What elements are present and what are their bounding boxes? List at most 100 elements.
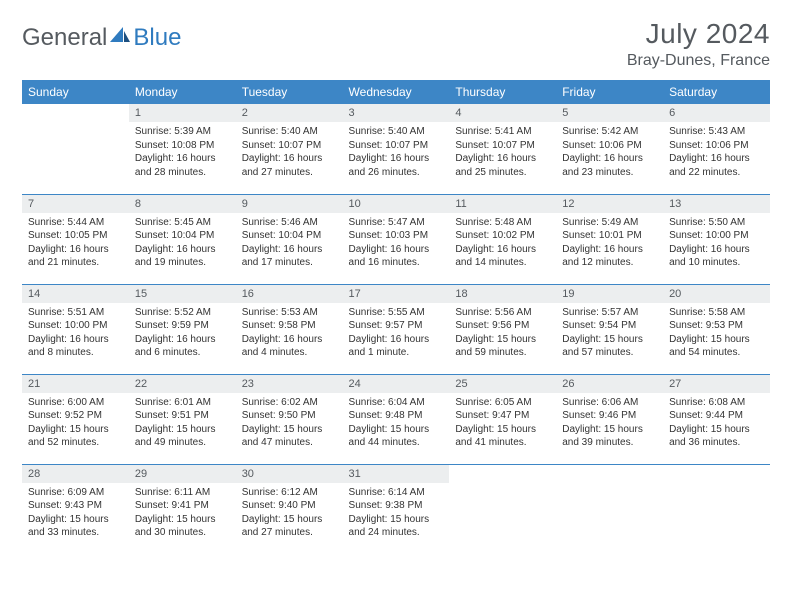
day-cell: 6Sunrise: 5:43 AMSunset: 10:06 PMDayligh… (663, 104, 770, 194)
sunrise-line: Sunrise: 5:55 AM (349, 306, 444, 320)
day-number: 29 (129, 465, 236, 483)
sunrise-line: Sunrise: 5:45 AM (135, 216, 230, 230)
day-cell (22, 104, 129, 194)
sunrise-line: Sunrise: 6:01 AM (135, 396, 230, 410)
week-row: 1Sunrise: 5:39 AMSunset: 10:08 PMDayligh… (22, 104, 770, 194)
day-number: 4 (449, 104, 556, 122)
day-body: Sunrise: 6:11 AMSunset: 9:41 PMDaylight:… (129, 483, 236, 546)
sunset-line: Sunset: 10:03 PM (349, 229, 444, 243)
day-cell: 31Sunrise: 6:14 AMSunset: 9:38 PMDayligh… (343, 464, 450, 554)
sunset-line: Sunset: 9:43 PM (28, 499, 123, 513)
sunrise-line: Sunrise: 5:40 AM (349, 125, 444, 139)
daylight-line: Daylight: 16 hours and 26 minutes. (349, 152, 444, 179)
day-cell: 10Sunrise: 5:47 AMSunset: 10:03 PMDaylig… (343, 194, 450, 284)
sunset-line: Sunset: 9:51 PM (135, 409, 230, 423)
day-cell: 26Sunrise: 6:06 AMSunset: 9:46 PMDayligh… (556, 374, 663, 464)
daylight-line: Daylight: 16 hours and 17 minutes. (242, 243, 337, 270)
day-body: Sunrise: 5:55 AMSunset: 9:57 PMDaylight:… (343, 303, 450, 366)
sunset-line: Sunset: 10:04 PM (135, 229, 230, 243)
daylight-line: Daylight: 15 hours and 59 minutes. (455, 333, 550, 360)
sunrise-line: Sunrise: 5:41 AM (455, 125, 550, 139)
sunrise-line: Sunrise: 6:09 AM (28, 486, 123, 500)
day-cell: 12Sunrise: 5:49 AMSunset: 10:01 PMDaylig… (556, 194, 663, 284)
day-cell: 19Sunrise: 5:57 AMSunset: 9:54 PMDayligh… (556, 284, 663, 374)
day-number: 31 (343, 465, 450, 483)
sunset-line: Sunset: 9:47 PM (455, 409, 550, 423)
calendar-table: Sunday Monday Tuesday Wednesday Thursday… (22, 80, 770, 554)
day-body: Sunrise: 6:04 AMSunset: 9:48 PMDaylight:… (343, 393, 450, 456)
sunset-line: Sunset: 9:38 PM (349, 499, 444, 513)
day-number: 27 (663, 375, 770, 393)
sunset-line: Sunset: 10:04 PM (242, 229, 337, 243)
logo-word2: Blue (133, 24, 181, 52)
day-number: 21 (22, 375, 129, 393)
sunset-line: Sunset: 10:06 PM (562, 139, 657, 153)
daylight-line: Daylight: 15 hours and 44 minutes. (349, 423, 444, 450)
day-body: Sunrise: 5:45 AMSunset: 10:04 PMDaylight… (129, 213, 236, 276)
sunset-line: Sunset: 10:07 PM (349, 139, 444, 153)
sunrise-line: Sunrise: 6:05 AM (455, 396, 550, 410)
daylight-line: Daylight: 16 hours and 21 minutes. (28, 243, 123, 270)
daylight-line: Daylight: 15 hours and 33 minutes. (28, 513, 123, 540)
col-thu: Thursday (449, 80, 556, 104)
day-body: Sunrise: 5:56 AMSunset: 9:56 PMDaylight:… (449, 303, 556, 366)
logo-word1: General (22, 24, 107, 52)
day-cell: 18Sunrise: 5:56 AMSunset: 9:56 PMDayligh… (449, 284, 556, 374)
daylight-line: Daylight: 16 hours and 10 minutes. (669, 243, 764, 270)
sunset-line: Sunset: 9:46 PM (562, 409, 657, 423)
day-body: Sunrise: 5:53 AMSunset: 9:58 PMDaylight:… (236, 303, 343, 366)
col-mon: Monday (129, 80, 236, 104)
day-body: Sunrise: 5:41 AMSunset: 10:07 PMDaylight… (449, 122, 556, 185)
sunset-line: Sunset: 9:53 PM (669, 319, 764, 333)
day-number: 19 (556, 285, 663, 303)
day-body: Sunrise: 5:42 AMSunset: 10:06 PMDaylight… (556, 122, 663, 185)
sunset-line: Sunset: 9:41 PM (135, 499, 230, 513)
day-body: Sunrise: 6:01 AMSunset: 9:51 PMDaylight:… (129, 393, 236, 456)
sunset-line: Sunset: 9:48 PM (349, 409, 444, 423)
daylight-line: Daylight: 16 hours and 4 minutes. (242, 333, 337, 360)
sunset-line: Sunset: 9:50 PM (242, 409, 337, 423)
sunrise-line: Sunrise: 5:52 AM (135, 306, 230, 320)
day-number: 7 (22, 195, 129, 213)
day-number: 5 (556, 104, 663, 122)
day-number: 30 (236, 465, 343, 483)
sunrise-line: Sunrise: 5:57 AM (562, 306, 657, 320)
day-number: 13 (663, 195, 770, 213)
daylight-line: Daylight: 16 hours and 25 minutes. (455, 152, 550, 179)
daylight-line: Daylight: 15 hours and 57 minutes. (562, 333, 657, 360)
day-number: 28 (22, 465, 129, 483)
sunset-line: Sunset: 9:56 PM (455, 319, 550, 333)
day-body: Sunrise: 5:47 AMSunset: 10:03 PMDaylight… (343, 213, 450, 276)
day-cell: 8Sunrise: 5:45 AMSunset: 10:04 PMDayligh… (129, 194, 236, 284)
sunset-line: Sunset: 9:59 PM (135, 319, 230, 333)
col-tue: Tuesday (236, 80, 343, 104)
day-number: 24 (343, 375, 450, 393)
day-cell: 24Sunrise: 6:04 AMSunset: 9:48 PMDayligh… (343, 374, 450, 464)
day-cell: 27Sunrise: 6:08 AMSunset: 9:44 PMDayligh… (663, 374, 770, 464)
day-body: Sunrise: 6:02 AMSunset: 9:50 PMDaylight:… (236, 393, 343, 456)
day-body: Sunrise: 5:52 AMSunset: 9:59 PMDaylight:… (129, 303, 236, 366)
day-number: 23 (236, 375, 343, 393)
day-body: Sunrise: 6:06 AMSunset: 9:46 PMDaylight:… (556, 393, 663, 456)
sunset-line: Sunset: 10:07 PM (455, 139, 550, 153)
day-cell: 11Sunrise: 5:48 AMSunset: 10:02 PMDaylig… (449, 194, 556, 284)
day-number: 2 (236, 104, 343, 122)
sunrise-line: Sunrise: 5:58 AM (669, 306, 764, 320)
day-cell: 13Sunrise: 5:50 AMSunset: 10:00 PMDaylig… (663, 194, 770, 284)
daylight-line: Daylight: 15 hours and 47 minutes. (242, 423, 337, 450)
daylight-line: Daylight: 15 hours and 36 minutes. (669, 423, 764, 450)
day-body: Sunrise: 5:39 AMSunset: 10:08 PMDaylight… (129, 122, 236, 185)
day-number: 10 (343, 195, 450, 213)
sunset-line: Sunset: 9:52 PM (28, 409, 123, 423)
day-body: Sunrise: 5:57 AMSunset: 9:54 PMDaylight:… (556, 303, 663, 366)
week-row: 7Sunrise: 5:44 AMSunset: 10:05 PMDayligh… (22, 194, 770, 284)
day-cell: 7Sunrise: 5:44 AMSunset: 10:05 PMDayligh… (22, 194, 129, 284)
day-number: 18 (449, 285, 556, 303)
sunrise-line: Sunrise: 6:11 AM (135, 486, 230, 500)
daylight-line: Daylight: 16 hours and 23 minutes. (562, 152, 657, 179)
sunrise-line: Sunrise: 5:42 AM (562, 125, 657, 139)
daylight-line: Daylight: 15 hours and 52 minutes. (28, 423, 123, 450)
day-number: 16 (236, 285, 343, 303)
sunset-line: Sunset: 9:44 PM (669, 409, 764, 423)
sunrise-line: Sunrise: 5:40 AM (242, 125, 337, 139)
